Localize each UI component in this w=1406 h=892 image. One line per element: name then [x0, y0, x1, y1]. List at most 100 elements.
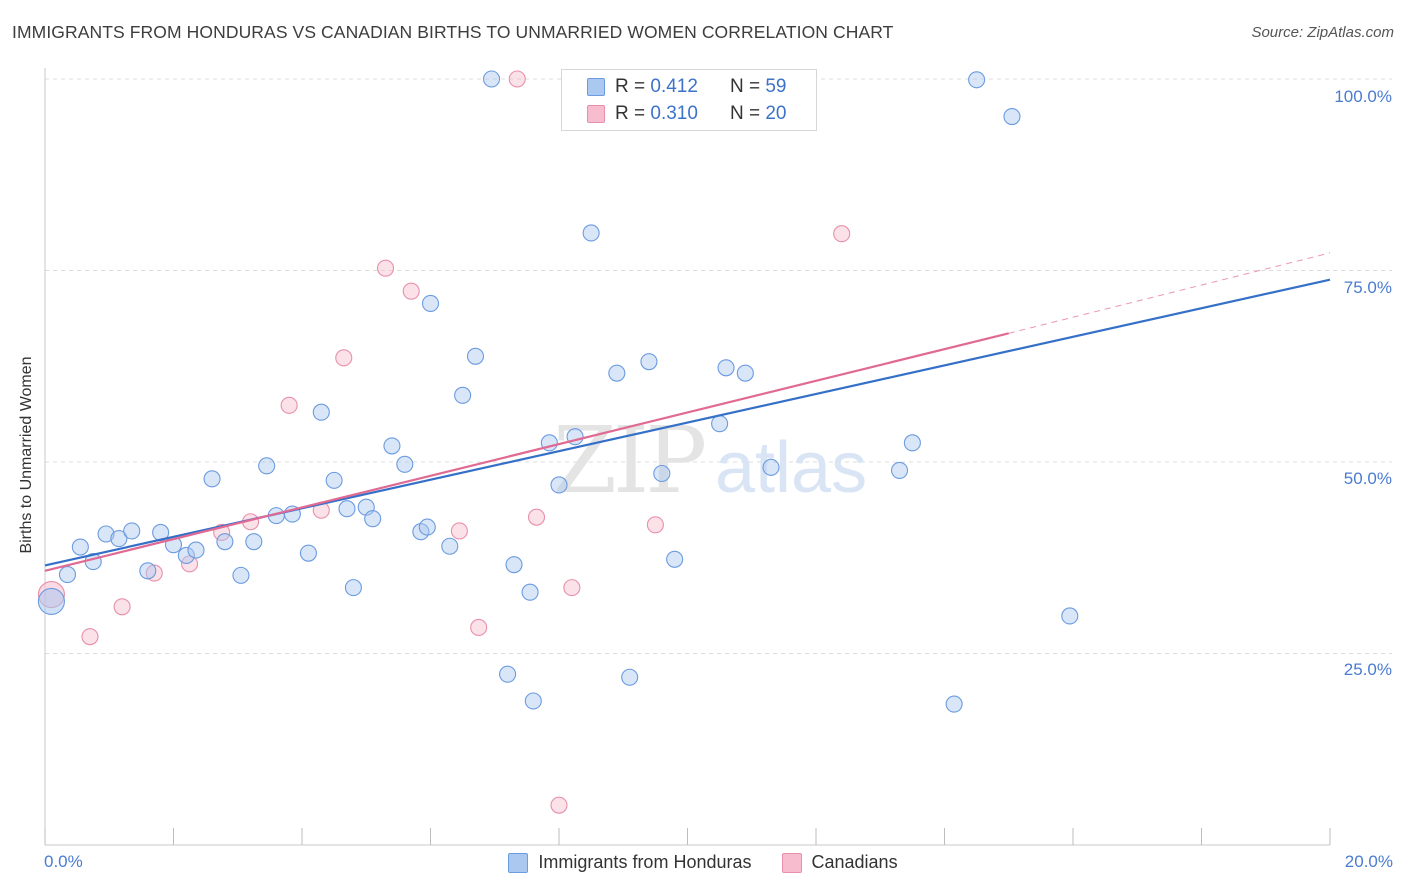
data-point: [621, 668, 639, 686]
data-point: [123, 522, 141, 540]
data-point: [376, 259, 395, 277]
data-point: [280, 396, 298, 414]
n-value: 59: [765, 76, 787, 97]
data-point: [482, 70, 501, 88]
data-point: [499, 665, 517, 683]
trend-lines: [44, 252, 1331, 572]
data-point: [81, 628, 99, 646]
data-point: [203, 470, 221, 488]
data-point: [441, 537, 459, 555]
data-point: [640, 353, 658, 371]
y-tick-100: 100.0%: [1334, 87, 1392, 106]
data-point: [139, 562, 157, 580]
r-label: R =: [615, 76, 646, 97]
data-point: [833, 225, 851, 243]
stats-row-canadians: R = 0.310 N = 20: [587, 102, 786, 126]
data-point: [37, 587, 65, 615]
data-point: [145, 564, 163, 582]
data-point: [646, 516, 664, 534]
data-point: [344, 579, 362, 597]
data-point: [113, 598, 131, 616]
data-point: [110, 530, 128, 548]
data-point: [505, 556, 523, 574]
data-point: [232, 566, 250, 584]
data-point: [550, 476, 568, 494]
data-point: [890, 461, 909, 479]
data-point: [666, 550, 684, 568]
legend-label: Canadians: [811, 852, 898, 872]
data-point: [312, 403, 330, 421]
data-point: [325, 471, 343, 489]
data-point: [508, 70, 526, 88]
canadians-swatch: [587, 105, 605, 123]
data-point: [402, 282, 420, 300]
data-point: [653, 464, 671, 483]
r-value: 0.412: [650, 76, 698, 97]
data-point: [216, 533, 234, 551]
data-point: [97, 525, 115, 543]
data-point: [711, 415, 729, 433]
data-point: [338, 500, 356, 518]
data-point: [299, 544, 317, 562]
data-point: [563, 579, 581, 597]
y-tick-25: 25.0%: [1343, 660, 1392, 679]
data-point: [608, 364, 626, 382]
data-point: [177, 546, 195, 565]
data-point: [717, 359, 735, 377]
data-point: [58, 566, 77, 584]
data-point: [470, 618, 488, 637]
data-point: [466, 347, 485, 365]
stats-box: R = 0.412 N = 59 R = 0.310 N = 20: [561, 69, 817, 131]
data-point: [582, 224, 600, 242]
watermark-zip: ZIP: [553, 407, 704, 514]
data-point: [71, 538, 89, 556]
x-tick-min: 0.0%: [44, 852, 83, 871]
watermark-atlas: atlas: [715, 428, 867, 508]
data-point: [364, 510, 382, 528]
data-point: [762, 458, 780, 476]
source-label: Source: ZipAtlas.com: [1251, 24, 1394, 41]
honduras-swatch: [587, 78, 605, 96]
data-point: [521, 583, 539, 601]
legend-item-honduras[interactable]: Immigrants from Honduras: [508, 852, 752, 873]
data-point: [1003, 107, 1021, 126]
honduras-points: [37, 70, 1079, 713]
data-point: [968, 71, 986, 89]
n-label: N =: [729, 76, 761, 97]
data-point: [945, 695, 963, 713]
r-label: R =: [615, 103, 646, 124]
data-point: [550, 796, 568, 814]
legend-swatch-honduras: [508, 852, 529, 873]
legend: Immigrants from Honduras Canadians: [0, 852, 1406, 873]
legend-swatch-canadians: [781, 852, 802, 873]
r-value: 0.310: [650, 103, 698, 124]
data-point: [418, 518, 436, 536]
y-tick-50: 50.0%: [1343, 469, 1392, 488]
n-value: 20: [765, 103, 787, 124]
data-point: [524, 692, 542, 710]
legend-item-canadians[interactable]: Canadians: [781, 852, 898, 873]
data-point: [421, 294, 440, 312]
legend-label: Immigrants from Honduras: [538, 852, 752, 872]
x-tick-max: 20.0%: [1344, 852, 1393, 871]
data-point: [258, 457, 276, 475]
axes: [44, 68, 1331, 846]
data-point: [396, 455, 414, 473]
n-label: N =: [729, 103, 761, 124]
data-point: [187, 541, 205, 559]
data-point: [903, 434, 921, 452]
y-tick-75: 75.0%: [1343, 278, 1392, 297]
canadians-trend-line: [44, 332, 1010, 572]
canadians-trend-extension: [1008, 252, 1331, 334]
data-point: [527, 508, 546, 526]
data-point: [1061, 607, 1079, 625]
data-point: [245, 533, 263, 551]
data-point: [454, 386, 472, 404]
data-point: [736, 364, 754, 382]
stats-row-honduras: R = 0.412 N = 59: [587, 75, 786, 99]
data-point: [450, 522, 468, 540]
data-point: [335, 349, 353, 367]
data-point: [383, 437, 401, 455]
chart-title: IMMIGRANTS FROM HONDURAS VS CANADIAN BIR…: [12, 22, 894, 42]
